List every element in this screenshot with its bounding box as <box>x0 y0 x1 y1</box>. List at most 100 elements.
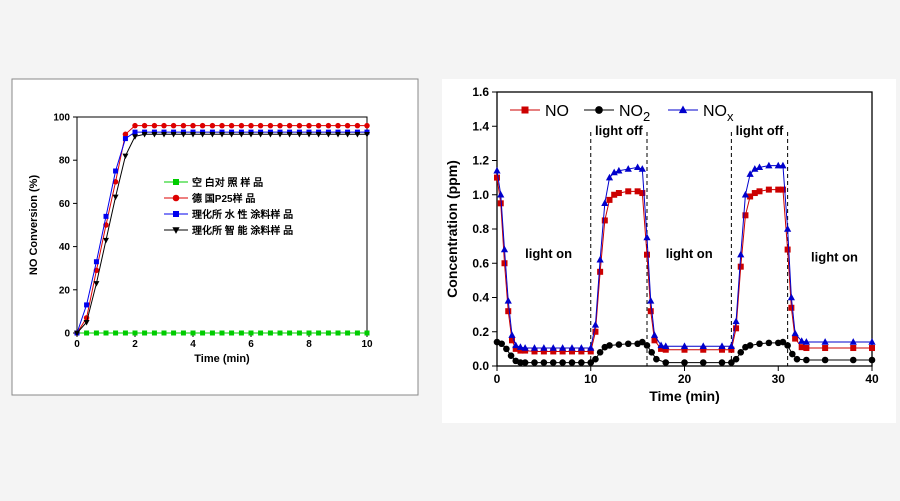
data-point <box>296 132 303 138</box>
data-point <box>849 338 857 345</box>
x-axis-label: Time (min) <box>194 353 250 365</box>
annotation-label: light on <box>811 250 858 265</box>
data-point <box>578 348 585 355</box>
data-point <box>286 132 293 138</box>
data-point <box>521 344 529 351</box>
y-tick-label: 0.4 <box>472 291 489 305</box>
data-point <box>512 345 519 352</box>
data-point <box>296 330 302 336</box>
data-point <box>228 132 235 138</box>
legend-marker <box>678 105 688 114</box>
legend-marker <box>521 106 529 114</box>
data-point <box>84 330 90 336</box>
data-point <box>625 188 632 195</box>
y-tick-label: 0 <box>64 329 70 340</box>
data-point <box>592 328 599 335</box>
data-point <box>587 348 594 355</box>
data-point <box>868 356 876 364</box>
data-point <box>238 122 245 129</box>
legend-entry: NOx <box>703 103 734 124</box>
data-point <box>512 341 520 349</box>
data-point <box>791 329 799 337</box>
series-2 <box>493 161 876 351</box>
data-point <box>662 342 670 350</box>
data-point <box>755 163 764 171</box>
data-point <box>287 330 293 336</box>
data-point <box>653 355 660 363</box>
data-point <box>219 122 225 129</box>
y-tick-label: 1.4 <box>472 119 489 133</box>
legend-entry: 德 国P25样 品 <box>191 192 255 205</box>
data-point <box>132 134 138 140</box>
data-point <box>648 349 655 356</box>
data-point <box>737 349 745 356</box>
data-point <box>74 330 80 337</box>
legend-marker <box>595 106 603 114</box>
data-point <box>850 345 857 352</box>
legend-entry: 空 白对 照 样 品 <box>192 176 263 189</box>
data-point <box>113 330 119 336</box>
data-point <box>765 339 773 347</box>
data-point <box>774 161 782 169</box>
data-point <box>509 337 515 344</box>
data-point <box>364 122 370 129</box>
data-point <box>180 132 187 138</box>
data-point <box>657 341 665 349</box>
data-point <box>493 166 501 174</box>
data-point <box>170 132 177 138</box>
data-point <box>591 321 600 328</box>
data-point <box>681 359 688 366</box>
data-point <box>798 344 805 351</box>
annotation-label: light on <box>666 246 713 261</box>
data-point <box>787 293 795 301</box>
data-point <box>228 122 235 129</box>
data-point <box>132 330 138 336</box>
data-point <box>624 165 632 172</box>
legend-entry: 理化所 水 性 涂料样 品 <box>192 208 293 221</box>
data-point <box>747 193 754 200</box>
y-tick-label: 100 <box>53 113 70 124</box>
data-point <box>238 330 244 336</box>
data-point <box>180 330 186 336</box>
data-point <box>306 132 312 138</box>
annotation-label: light off <box>595 123 643 138</box>
data-point <box>869 345 875 352</box>
data-point <box>200 330 206 336</box>
data-point <box>742 212 749 219</box>
data-point <box>615 166 623 174</box>
data-point <box>779 161 787 169</box>
data-point <box>325 132 332 138</box>
data-point <box>568 359 576 366</box>
data-point <box>737 250 745 258</box>
data-point <box>587 359 595 366</box>
data-point <box>756 340 763 348</box>
data-point <box>559 344 567 351</box>
data-point <box>267 132 274 138</box>
data-point <box>335 132 341 138</box>
data-point <box>596 349 604 356</box>
data-point <box>662 359 670 366</box>
data-point <box>325 330 331 336</box>
x-tick-label: 2 <box>132 339 138 350</box>
data-point <box>103 213 109 219</box>
data-point <box>170 122 177 129</box>
data-point <box>344 122 351 129</box>
x-tick-label: 20 <box>678 372 692 386</box>
data-point <box>718 359 726 366</box>
data-point <box>258 330 264 336</box>
data-point <box>577 344 585 351</box>
data-point <box>517 347 524 354</box>
series-1 <box>74 122 370 336</box>
series-0 <box>494 174 875 355</box>
data-point <box>680 342 689 350</box>
data-point <box>141 132 148 138</box>
data-point <box>606 342 613 349</box>
data-point <box>793 355 801 363</box>
y-tick-label: 1.6 <box>472 85 489 99</box>
data-point <box>756 188 763 195</box>
data-point <box>578 359 585 366</box>
data-point <box>611 191 618 198</box>
data-point <box>497 190 505 198</box>
